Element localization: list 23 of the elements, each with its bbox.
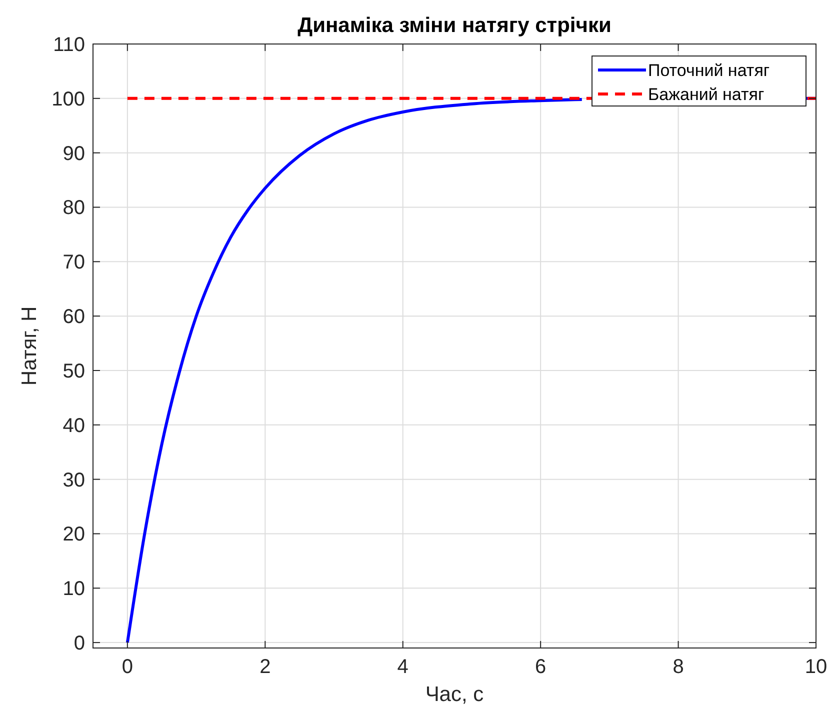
- x-axis-title: Час, с: [425, 683, 484, 706]
- y-tick-label: 100: [52, 88, 85, 110]
- legend-label: Поточний натяг: [648, 60, 770, 80]
- chart-title: Динаміка зміни натягу стрічки: [298, 14, 612, 37]
- x-tick-label: 0: [122, 656, 133, 678]
- y-axis-title: Натяг, Н: [18, 306, 41, 386]
- y-tick-label: 30: [62, 469, 85, 492]
- y-tick-label: 0: [74, 632, 85, 655]
- legend-label: Бажаний натяг: [648, 84, 764, 104]
- y-tick-label: 40: [62, 414, 85, 437]
- y-tick-label: 20: [62, 524, 85, 546]
- y-tick-label: 110: [53, 34, 85, 56]
- x-tick-label: 6: [535, 656, 546, 678]
- x-tick-label: 10: [804, 656, 828, 678]
- y-tick-label: 60: [62, 306, 85, 328]
- x-tick-label: 2: [260, 656, 271, 678]
- y-tick-label: 70: [62, 252, 85, 274]
- x-tick-label: 8: [672, 656, 684, 678]
- y-tick-label: 80: [62, 197, 85, 220]
- y-tick-label: 90: [62, 142, 85, 165]
- x-tick-label: 4: [397, 656, 408, 678]
- y-tick-label: 10: [62, 578, 85, 600]
- y-tick-label: 50: [62, 360, 85, 382]
